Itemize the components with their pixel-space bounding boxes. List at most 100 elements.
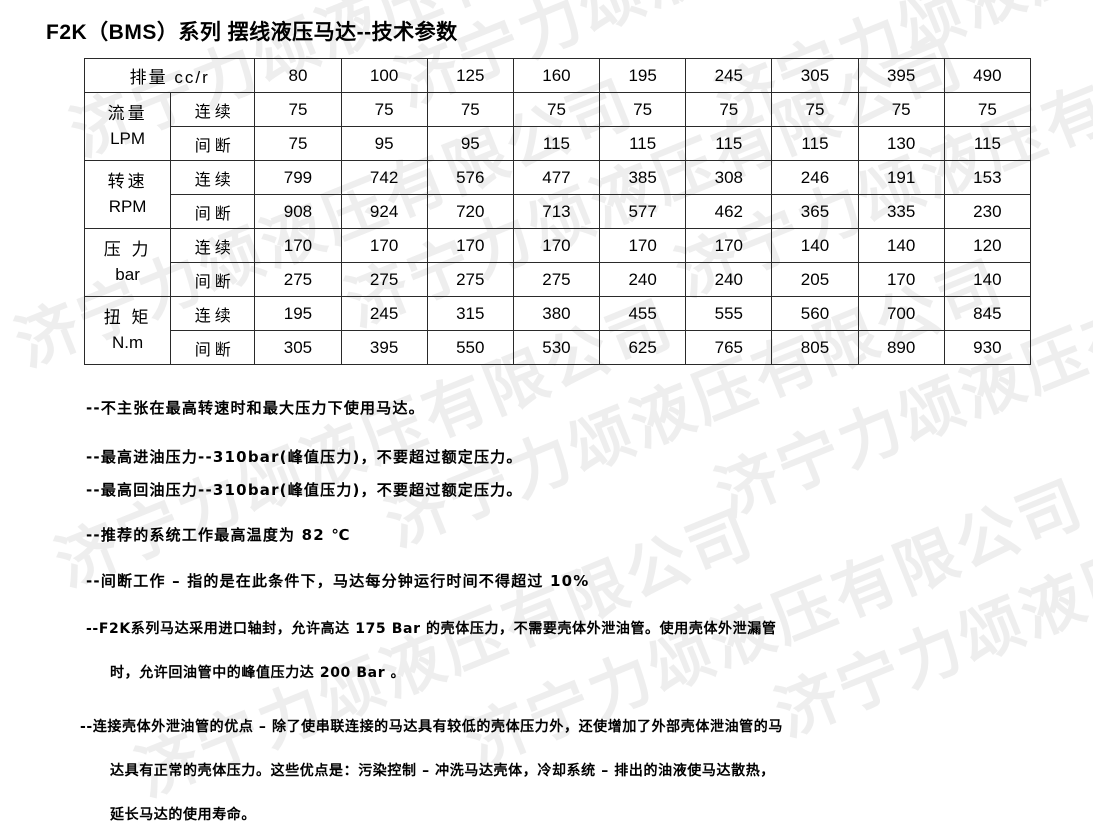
table-cell-value: 75 (512, 92, 601, 127)
row-group-label: 转速 RPM (83, 160, 172, 229)
table-cell-value: 765 (685, 330, 773, 365)
table-cell-value: 924 (340, 194, 428, 229)
table-row: 压 力 bar 连续 170 170 170 170 170 170 140 140 120 (83, 228, 1032, 297)
table-cell-value: 477 (512, 160, 601, 195)
table-cell-value: 365 (771, 194, 859, 229)
table-cell-value: 890 (857, 330, 945, 365)
table-cell-value: 275 (512, 262, 601, 297)
table-cell-value: 115 (943, 126, 1032, 161)
table-cell-value: 713 (512, 194, 601, 229)
note-line: --推荐的系统工作最高温度为 82 ℃ (86, 526, 351, 544)
row-mode-label: 间断 (170, 330, 256, 365)
table-cell-value: 153 (943, 160, 1032, 195)
table-cell-value: 385 (599, 160, 687, 195)
table-row: 扭 矩 N.m 连续 195 245 315 380 455 555 560 700 845 (83, 296, 1032, 365)
table-cell-value: 308 (685, 160, 773, 195)
table-cell-value: 305 (254, 330, 342, 365)
table-cell-value: 530 (512, 330, 601, 365)
table-cell-value: 335 (857, 194, 945, 229)
row-mode-label: 间断 (170, 194, 256, 229)
note-line: 时，允许回油管中的峰值压力达 200 Bar 。 (110, 665, 406, 681)
table-cell-value: 275 (254, 262, 342, 297)
table-cell-value: 560 (771, 296, 859, 331)
table-row: 流量 LPM 连续 75 75 75 75 75 75 75 75 75 (83, 92, 1032, 161)
note-line: --连接壳体外泄油管的优点 – 除了使串联连接的马达具有较低的壳体压力外，还使增… (80, 719, 783, 735)
table-cell-value: 115 (599, 126, 687, 161)
table-cell-value: 805 (771, 330, 859, 365)
table-cell-value: 845 (943, 296, 1032, 331)
header-displacement-label: 排量 cc/r (83, 58, 256, 93)
table-cell-value: 75 (771, 92, 859, 127)
table-cell-value: 120 (943, 228, 1032, 263)
table-row: 间断 908 924 720 713 577 462 365 335 230 (85, 194, 1032, 229)
note-line: 延长马达的使用寿命。 (110, 807, 256, 823)
row-group-name: 扭 矩 (103, 307, 152, 327)
table-cell-value: 908 (254, 194, 342, 229)
table-cell-value: 115 (685, 126, 773, 161)
table-cell-value: 625 (599, 330, 687, 365)
table-cell-value: 205 (771, 262, 859, 297)
table-cell-value: 140 (771, 228, 859, 263)
table-cell-value: 799 (254, 160, 342, 195)
table-cell-value: 140 (857, 228, 945, 263)
row-mode-label: 连续 (170, 296, 256, 331)
note-line: --F2K系列马达采用进口轴封，允许高达 175 Bar 的壳体压力，不需要壳体… (86, 621, 777, 637)
table-cell-value: 245 (340, 296, 428, 331)
table-cell-value: 240 (685, 262, 773, 297)
table-row: 转速 RPM 连续 799 742 576 477 385 308 246 191 153 (83, 160, 1032, 229)
note-line: --最高回油压力--310bar(峰值压力)，不要超过额定压力。 (86, 481, 523, 499)
table-cell-value: 246 (771, 160, 859, 195)
table-cell-value: 275 (340, 262, 428, 297)
table-cell-value: 550 (426, 330, 514, 365)
table-cell-value: 130 (857, 126, 945, 161)
table-cell-value: 195 (254, 296, 342, 331)
table-cell-value: 170 (426, 228, 514, 263)
note-line: --最高进油压力--310bar(峰值压力)，不要超过额定压力。 (86, 448, 523, 466)
table-cell-value: 170 (340, 228, 428, 263)
page-title: F2K（BMS）系列 摆线液压马达--技术参数 (46, 21, 458, 44)
table-cell-value: 75 (254, 126, 342, 161)
row-group-unit: LPM (110, 128, 146, 148)
table-cell-value: 75 (685, 92, 773, 127)
table-cell-value: 191 (857, 160, 945, 195)
row-mode-label: 间断 (170, 262, 256, 297)
table-cell-value: 170 (857, 262, 945, 297)
row-group-unit: bar (115, 264, 140, 284)
row-mode-label: 间断 (170, 126, 256, 161)
table-row: 间断 75 95 95 115 115 115 115 130 115 (85, 126, 1032, 161)
table-cell-value: 315 (426, 296, 514, 331)
table-cell-value: 577 (599, 194, 687, 229)
table-cell-value: 95 (340, 126, 428, 161)
table-header-row: 排量 cc/r 80 100 125 160 195 245 305 395 490 (83, 58, 1032, 93)
technical-parameters-table: 排量 cc/r 80 100 125 160 195 245 305 395 490 流量 LPM 连续… (83, 58, 1032, 365)
table-row: 间断 275 275 275 275 240 240 205 170 140 (85, 262, 1032, 297)
table-cell-value: 380 (512, 296, 601, 331)
row-group-name: 流量 (107, 103, 148, 123)
row-group-name: 压 力 (103, 239, 152, 259)
row-group-name: 转速 (107, 171, 148, 191)
table-cell-value: 742 (340, 160, 428, 195)
row-group-unit: RPM (108, 196, 147, 216)
row-group-label: 流量 LPM (83, 92, 172, 161)
table-cell-value: 230 (943, 194, 1032, 229)
table-cell-value: 170 (512, 228, 601, 263)
header-displacement-value: 100 (340, 58, 428, 93)
note-line: --间断工作 – 指的是在此条件下，马达每分钟运行时间不得超过 10% (86, 572, 590, 590)
note-line: 达具有正常的壳体压力。这些优点是：污染控制 – 冲洗马达壳体，冷却系统 – 排出… (110, 763, 775, 779)
table-row: 间断 305 395 550 530 625 765 805 890 930 (85, 330, 1032, 365)
row-group-label: 压 力 bar (83, 228, 172, 297)
header-displacement-value: 195 (599, 58, 687, 93)
table-cell-value: 700 (857, 296, 945, 331)
table-cell-value: 75 (599, 92, 687, 127)
header-displacement-value: 80 (254, 58, 342, 93)
row-group-unit: N.m (112, 332, 144, 352)
row-group-label: 扭 矩 N.m (83, 296, 172, 365)
table-cell-value: 275 (426, 262, 514, 297)
row-mode-label: 连续 (170, 228, 256, 263)
table-cell-value: 395 (340, 330, 428, 365)
header-displacement-value: 160 (512, 58, 601, 93)
table-cell-value: 115 (512, 126, 601, 161)
header-displacement-value: 305 (771, 58, 859, 93)
table-cell-value: 115 (771, 126, 859, 161)
table-cell-value: 455 (599, 296, 687, 331)
